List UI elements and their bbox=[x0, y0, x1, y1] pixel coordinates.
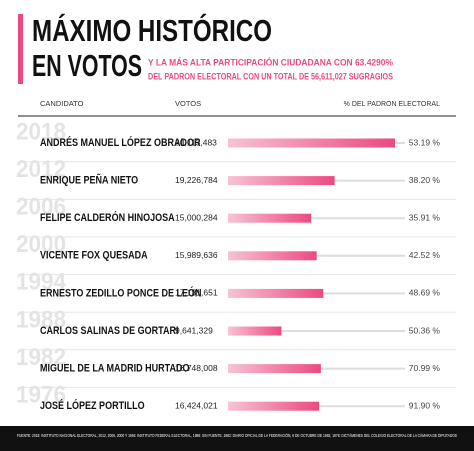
candidate: CARLOS SALINAS DE GORTARI bbox=[40, 325, 179, 337]
bar bbox=[228, 401, 320, 411]
column-header: CANDIDATO bbox=[40, 99, 84, 108]
accent-bar bbox=[18, 14, 23, 84]
votes: 16,424,021 bbox=[175, 400, 218, 410]
bar bbox=[228, 364, 321, 374]
title: MÁXIMO HISTÓRICO bbox=[32, 12, 272, 48]
year: 1982 bbox=[16, 344, 66, 371]
percent: 48.69 % bbox=[409, 288, 441, 298]
bar bbox=[228, 251, 317, 261]
candidate: FELIPE CALDERÓN HINOJOSA bbox=[40, 210, 175, 224]
percent: 70.99 % bbox=[409, 363, 441, 373]
bar bbox=[228, 326, 282, 336]
candidate: ENRIQUE PEÑA NIETO bbox=[40, 173, 138, 187]
percent: 53.19 % bbox=[409, 137, 441, 147]
year: 2000 bbox=[16, 231, 66, 258]
title: EN VOTOS bbox=[32, 48, 142, 83]
source: FUENTE: 2018: INSTITUTO NACIONAL ELECTOR… bbox=[17, 432, 457, 438]
votes: 17,181,651 bbox=[175, 288, 218, 298]
year: 1976 bbox=[16, 382, 66, 409]
year: 2012 bbox=[16, 156, 66, 183]
votes: 9,641,329 bbox=[175, 325, 213, 335]
percent: 35.91 % bbox=[409, 212, 441, 222]
votes: 16,748,008 bbox=[175, 363, 218, 373]
votes: 15,000,284 bbox=[175, 212, 218, 222]
year: 1988 bbox=[16, 306, 66, 333]
candidate: ANDRÉS MANUEL LÓPEZ OBRADOR bbox=[40, 135, 201, 149]
subtitle: DEL PADRON ELECTORAL CON UN TOTAL DE 56,… bbox=[148, 72, 393, 83]
column-header: VOTOS bbox=[175, 99, 201, 108]
percent: 38.20 % bbox=[409, 175, 441, 185]
year: 2006 bbox=[16, 194, 66, 221]
bar bbox=[228, 288, 324, 298]
votes: 30,113,483 bbox=[175, 137, 217, 147]
bar bbox=[228, 138, 395, 148]
votes: 15,989,636 bbox=[175, 250, 218, 260]
footer bbox=[0, 426, 474, 451]
candidate: MIGUEL DE LA MADRID HURTADO bbox=[40, 363, 190, 375]
column-header: % DEL PADRON ELECTORAL bbox=[344, 101, 440, 108]
bar bbox=[228, 176, 335, 186]
year: 1994 bbox=[16, 269, 67, 296]
votes: 19,226,784 bbox=[175, 175, 218, 185]
percent: 42.52 % bbox=[409, 250, 441, 260]
candidate: JOSÉ LÓPEZ PORTILLO bbox=[40, 398, 145, 412]
percent: 91.90 % bbox=[409, 400, 441, 410]
subtitle: Y LA MÁS ALTA PARTICIPACIÓN CIUDADANA CO… bbox=[148, 57, 393, 69]
percent: 50.36 % bbox=[409, 325, 441, 335]
bar bbox=[228, 213, 312, 223]
candidate: ERNESTO ZEDILLO PONCE DE LEÓN bbox=[40, 285, 202, 299]
year: 2018 bbox=[16, 118, 66, 145]
candidate: VICENTE FOX QUESADA bbox=[40, 250, 148, 262]
